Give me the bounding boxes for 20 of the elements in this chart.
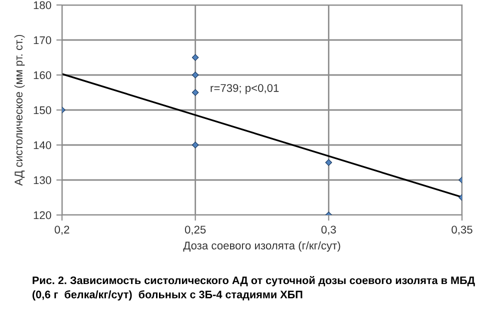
point bbox=[192, 72, 199, 78]
y-tick-label: 150 bbox=[34, 106, 52, 114]
x-tick-label: 0,35 bbox=[452, 226, 472, 235]
y-tick-label: 160 bbox=[34, 71, 52, 80]
annotation: r=739; p<0,01 bbox=[210, 84, 279, 94]
y-tick-label: 120 bbox=[34, 211, 52, 220]
point bbox=[192, 142, 199, 148]
x-tick-label: 0,25 bbox=[184, 226, 206, 235]
point bbox=[192, 54, 199, 61]
point bbox=[325, 159, 332, 166]
x-axis-title: Доза соевого изолята (г/кг/сут) bbox=[183, 241, 340, 252]
y-tick-label: 180 bbox=[34, 1, 52, 10]
x-tick-label: 0,3 bbox=[321, 226, 336, 235]
text: Рис. 2. Зависимость систолического АД от суточной дозы соевого изолята в МБД (0,6 г белка/кг/сут) больных с 3Б-4 стадиями ХБП bbox=[32, 276, 475, 300]
point bbox=[192, 89, 199, 96]
x-tick-label: 0,2 bbox=[54, 226, 70, 235]
y-tick-label: 130 bbox=[34, 176, 52, 184]
y-axis-title: АД систолическое (мм рт. ст.) bbox=[14, 34, 25, 186]
y-tick-label: 140 bbox=[34, 141, 52, 150]
y-tick-label: 170 bbox=[34, 36, 52, 44]
